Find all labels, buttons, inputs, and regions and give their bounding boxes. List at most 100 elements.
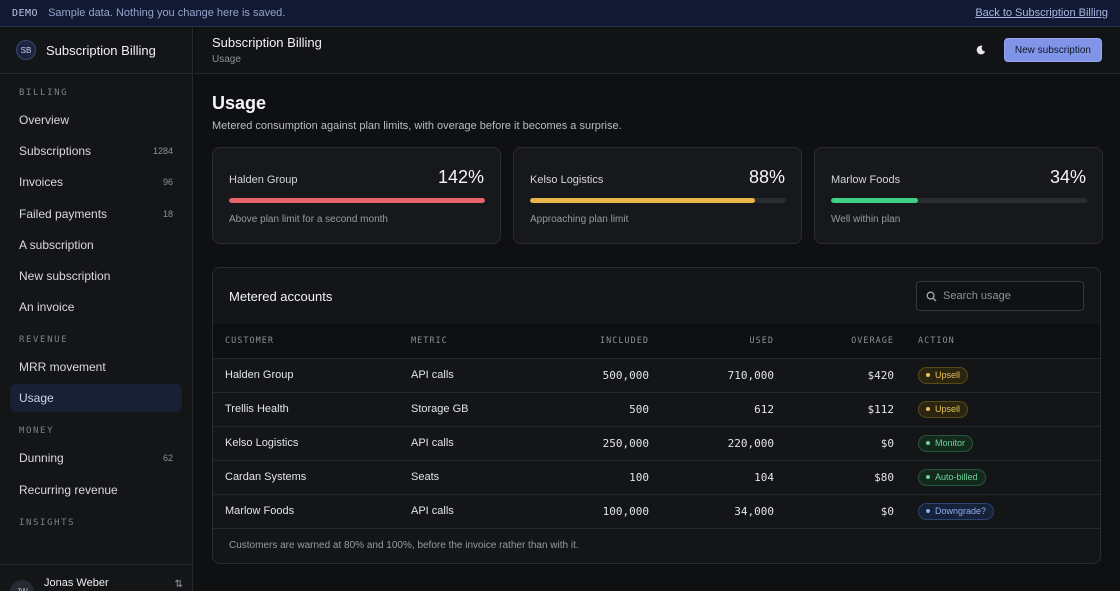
cell-action: Upsell [906,358,1100,392]
status-dot-icon [926,407,930,411]
sidebar-item-label: Failed payments [19,206,108,221]
sidebar-item-mrr-movement[interactable]: MRR movement [10,353,182,381]
sidebar-item-invoices[interactable]: Invoices 96 [10,168,182,196]
back-link[interactable]: Back to Subscription Billing [975,7,1108,19]
card-percent: 142% [437,167,484,187]
sidebar-item-label: A subscription [19,237,94,252]
header-title: Subscription Billing [212,35,322,50]
sidebar-item-label: Invoices [19,175,64,190]
cell-included: 500,000 [602,368,649,382]
action-badge[interactable]: Auto-billed [918,468,986,486]
usage-card[interactable]: Kelso Logistics 88% Approaching plan limit [513,147,802,244]
col-used[interactable]: USED [749,335,774,346]
cell-action: Monitor [906,426,1100,460]
sidebar-item-count: 62 [162,453,173,464]
usage-cards: Halden Group 142% Above plan limit for a s… [212,147,1103,244]
card-customer: Halden Group [229,174,298,186]
cell-customer: Trellis Health [225,403,289,415]
cell-used: 220,000 [727,436,774,450]
sidebar-item-overview[interactable]: Overview [10,106,182,134]
cell-metric: API calls [411,437,454,449]
top-header: Subscription Billing Usage New subscript… [194,27,1120,74]
new-subscription-button[interactable]: New subscription [1003,38,1102,62]
sidebar-item-label: Subscriptions [19,144,92,159]
table-row[interactable]: Kelso Logistics API calls 250,000 220,000 $0… [213,426,1100,460]
action-badge[interactable]: Downgrade? [918,502,995,520]
sidebar-item-new-subscription[interactable]: New subscription [10,262,182,290]
usage-card[interactable]: Halden Group 142% Above plan limit for a s… [212,147,501,244]
status-dot-icon [926,373,930,377]
col-customer[interactable]: CUSTOMER [225,335,274,346]
usage-table: CUSTOMER METRIC INCLUDED USED OVERAGE AC… [213,324,1100,528]
col-metric[interactable]: METRIC [411,335,448,346]
search-box[interactable] [916,281,1084,311]
user-name: Jonas Weber [44,576,109,589]
nav-section-billing: BILLING [19,88,69,98]
page-title: Usage [212,93,267,113]
sidebar-item-a-subscription[interactable]: A subscription [10,231,182,259]
demo-tag: DEMO [12,7,39,19]
cell-included: 100 [629,470,649,484]
action-label: Upsell [935,370,961,380]
col-included[interactable]: INCLUDED [600,335,649,346]
sidebar-item-count: 96 [162,177,173,188]
cell-overage: $80 [874,470,894,484]
action-badge[interactable]: Upsell [918,366,969,384]
search-icon [926,291,937,301]
action-badge[interactable]: Upsell [918,400,969,418]
usage-bar [530,198,786,203]
breadcrumb: Usage [212,54,241,65]
avatar: JW [10,579,34,591]
status-dot-icon [926,475,930,479]
cell-used: 34,000 [734,504,774,518]
cell-overage: $0 [880,436,894,450]
col-overage[interactable]: OVERAGE [851,335,894,346]
page-description: Metered consumption against plan limits,… [212,120,622,132]
cell-customer: Cardan Systems [225,471,307,483]
main-content: Usage Metered consumption against plan l… [212,93,1103,564]
panel-title: Metered accounts [229,288,333,304]
cell-included: 250,000 [602,436,649,450]
sidebar-item-recurring-revenue[interactable]: Recurring revenue [10,476,182,504]
table-row[interactable]: Cardan Systems Seats 100 104 $80 Auto-billed [213,460,1100,494]
user-menu[interactable]: JW Jonas Weber ⇅ [0,564,192,591]
action-badge[interactable]: Monitor [918,434,974,452]
status-dot-icon [926,441,930,445]
cell-metric: Storage GB [411,403,469,415]
sidebar-item-subscriptions[interactable]: Subscriptions 1284 [10,137,182,165]
sidebar-item-label: New subscription [19,268,111,283]
usage-card[interactable]: Marlow Foods 34% Well within plan [814,147,1103,244]
sidebar-item-usage[interactable]: Usage [10,384,182,413]
sidebar-item-label: Overview [19,113,70,127]
card-customer: Kelso Logistics [530,174,604,186]
brand-name: Subscription Billing [46,42,156,58]
swap-icon[interactable]: ⇅ [174,579,183,590]
usage-bar-fill [530,198,756,203]
cell-used: 104 [754,470,774,484]
table-row[interactable]: Marlow Foods API calls 100,000 34,000 $0 Down… [213,494,1100,528]
table-row[interactable]: Halden Group API calls 500,000 710,000 $420 U… [213,358,1100,392]
moon-icon[interactable] [970,39,992,61]
col-action[interactable]: ACTION [918,335,955,346]
table-row[interactable]: Trellis Health Storage GB 500 612 $112 Upsell [213,392,1100,426]
search-input[interactable] [943,290,1073,302]
usage-bar [229,198,485,203]
brand[interactable]: SB Subscription Billing [0,27,192,74]
sidebar-item-dunning[interactable]: Dunning 62 [10,444,182,472]
table-header-row: CUSTOMER METRIC INCLUDED USED OVERAGE AC… [213,324,1100,358]
sidebar-item-count: 1284 [152,146,173,157]
cell-used: 612 [754,402,774,416]
card-customer: Marlow Foods [831,174,901,186]
demo-notice: Sample data. Nothing you change here is … [48,7,286,19]
table-footnote: Customers are warned at 80% and 100%, be… [213,528,1100,562]
table-body: Halden Group API calls 500,000 710,000 $420 U… [213,358,1100,528]
sidebar-item-label: Usage [19,391,54,406]
card-percent: 34% [1049,167,1086,187]
sidebar-item-failed-payments[interactable]: Failed payments 18 [10,200,182,228]
status-dot-icon [926,509,930,514]
sidebar-item-an-invoice[interactable]: An invoice [10,293,182,321]
sidebar-item-count: 18 [162,208,173,219]
cell-metric: API calls [411,505,454,518]
action-label: Monitor [935,438,966,448]
usage-bar-fill [229,198,485,203]
